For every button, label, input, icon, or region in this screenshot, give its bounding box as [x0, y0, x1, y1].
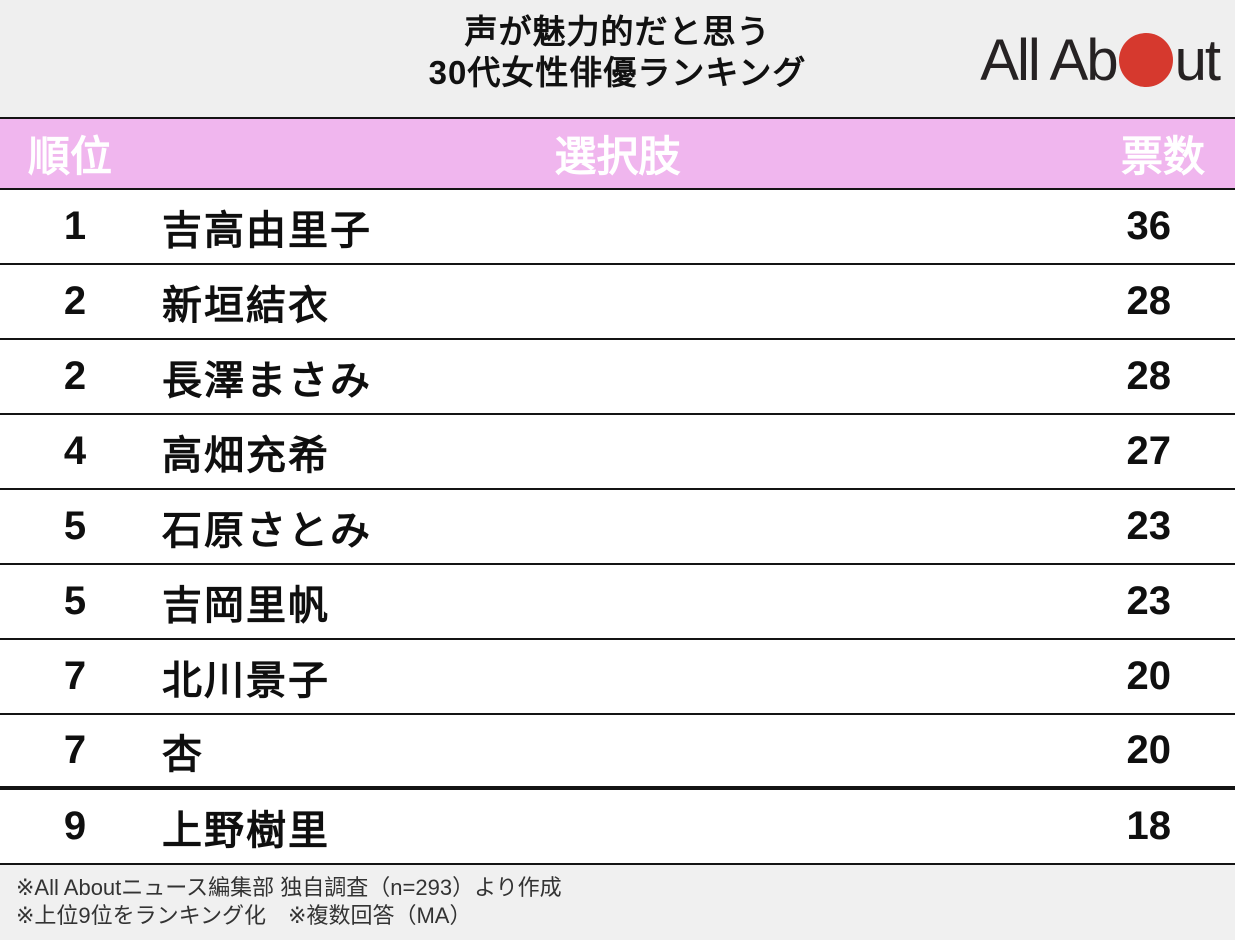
- top-header-band: 声が魅力的だと思う 30代女性俳優ランキング All Ab ut: [0, 0, 1235, 117]
- footer-note-2: ※上位9位をランキング化 ※複数回答（MA）: [16, 903, 472, 928]
- rank-cell: 2: [63, 279, 87, 323]
- logo-text-right: ut: [1174, 27, 1221, 93]
- rank-cell: 5: [63, 579, 87, 623]
- page-title: 声が魅力的だと思う 30代女性俳優ランキング: [0, 11, 1235, 93]
- logo-text-left: All Ab: [980, 27, 1118, 93]
- allabout-logo: All Ab ut: [980, 26, 1221, 94]
- column-header-votes: 票数: [1120, 133, 1205, 180]
- rank-cell: 4: [63, 429, 87, 473]
- rank-cell: 9: [63, 804, 87, 848]
- page-title-line1: 声が魅力的だと思う: [464, 13, 771, 50]
- table-row: 4 高畑充希 27: [0, 415, 1235, 490]
- table-row: 2 長澤まさみ 28: [0, 340, 1235, 415]
- name-cell: 上野樹里: [162, 808, 330, 853]
- table-row: 2 新垣結衣 28: [0, 265, 1235, 340]
- table-row: 9 上野樹里 18: [0, 790, 1235, 865]
- table-row: 5 石原さとみ 23: [0, 490, 1235, 565]
- name-cell: 高畑充希: [162, 433, 330, 478]
- votes-cell: 28: [1126, 279, 1172, 323]
- column-header-choice: 選択肢: [554, 133, 681, 180]
- votes-cell: 28: [1126, 354, 1172, 398]
- name-cell: 新垣結衣: [162, 283, 330, 328]
- rank-cell: 7: [63, 728, 87, 772]
- logo-red-dot-icon: [1118, 33, 1173, 87]
- rank-cell: 1: [63, 204, 87, 248]
- votes-cell: 20: [1126, 728, 1172, 772]
- name-cell: 石原さとみ: [162, 508, 372, 553]
- votes-cell: 23: [1126, 504, 1172, 548]
- table-row: 1 吉高由里子 36: [0, 190, 1235, 265]
- table-row: 7 北川景子 20: [0, 640, 1235, 715]
- rank-cell: 7: [63, 654, 87, 698]
- name-cell: 吉岡里帆: [162, 583, 330, 628]
- name-cell: 吉高由里子: [162, 208, 372, 253]
- name-cell: 長澤まさみ: [162, 358, 372, 403]
- rank-cell: 2: [63, 354, 87, 398]
- footer-note-1: ※All Aboutニュース編集部 独自調査（n=293）より作成: [16, 875, 562, 900]
- votes-cell: 23: [1126, 579, 1172, 623]
- table-row: 7 杏 20: [0, 715, 1235, 790]
- ranking-table-body: 1 吉高由里子 36 2 新垣結衣 28 2 長澤まさみ 28 4 高畑充希 2…: [0, 190, 1235, 865]
- votes-cell: 36: [1126, 204, 1172, 248]
- name-cell: 杏: [162, 732, 204, 777]
- page-title-line2: 30代女性俳優ランキング: [428, 54, 807, 91]
- column-header-rank: 順位: [28, 133, 113, 180]
- votes-cell: 20: [1126, 654, 1172, 698]
- votes-cell: 18: [1126, 804, 1172, 848]
- name-cell: 北川景子: [162, 658, 330, 703]
- votes-cell: 27: [1126, 429, 1172, 473]
- rank-cell: 5: [63, 504, 87, 548]
- table-row: 5 吉岡里帆 23: [0, 565, 1235, 640]
- footer-notes: ※All Aboutニュース編集部 独自調査（n=293）より作成 ※上位9位を…: [0, 865, 1235, 940]
- table-header-row: 選択肢 順位 票数: [0, 117, 1235, 190]
